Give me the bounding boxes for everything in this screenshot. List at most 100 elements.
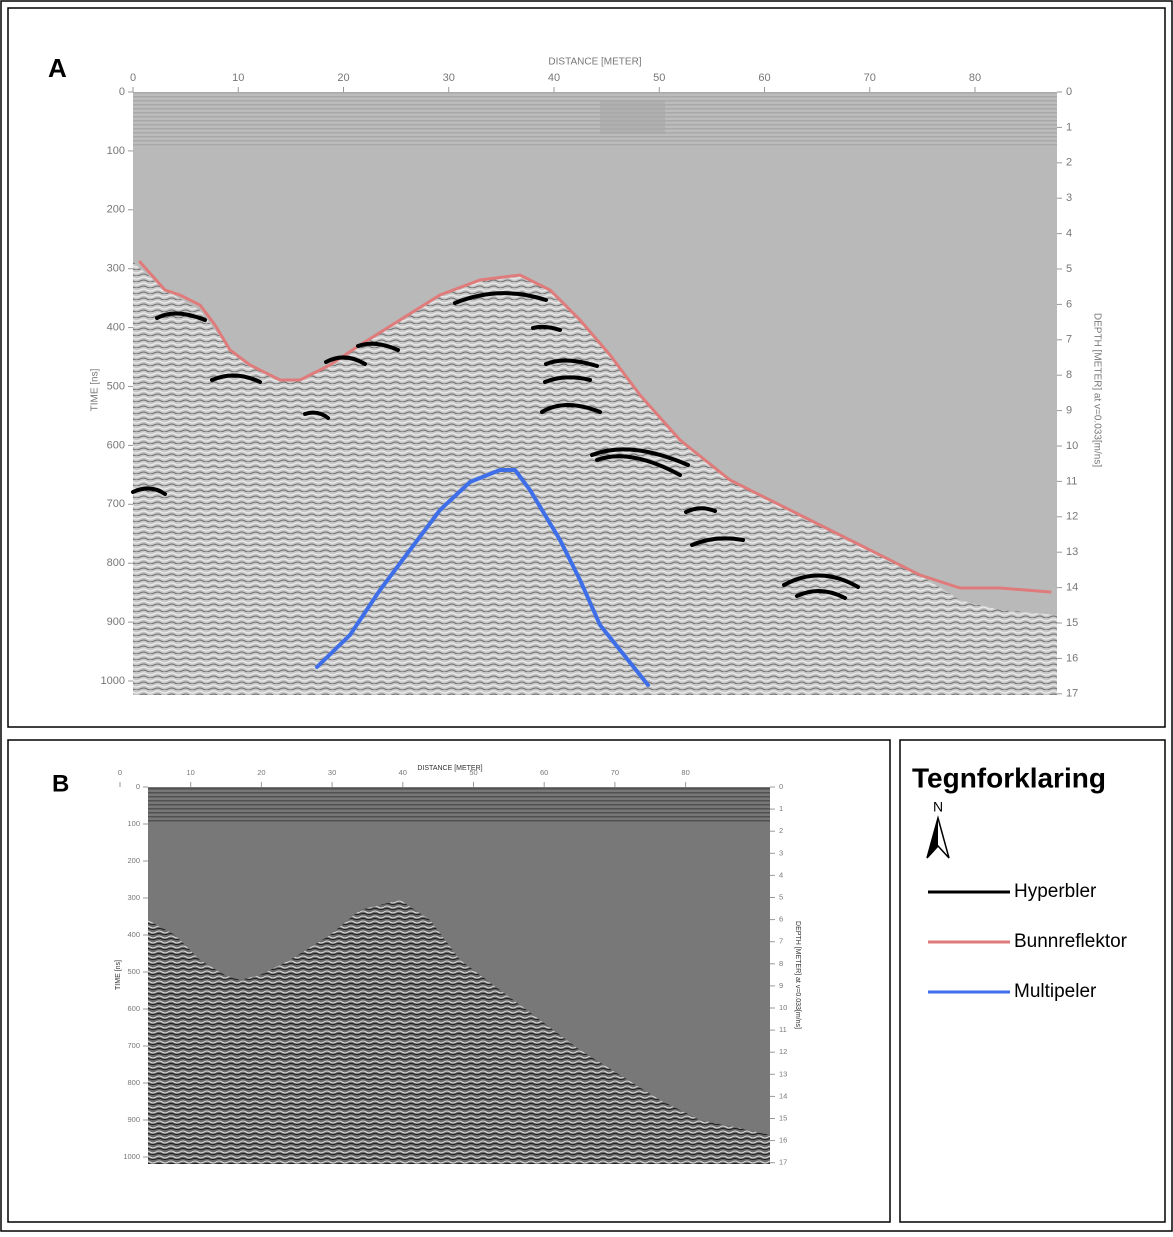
y-tick-label: 500: [107, 380, 125, 392]
y-tick-label: 400: [107, 322, 125, 334]
y2-tick-label: 1: [1066, 121, 1072, 133]
y-tick-label: 200: [107, 204, 125, 216]
north-arrow-fill: [927, 818, 938, 858]
interpretation: [131, 260, 1052, 687]
y2-tick-label: 0: [779, 782, 783, 791]
x-tick-label: 70: [611, 768, 619, 777]
y2-tick-label: 17: [1066, 688, 1078, 700]
x-tick-label: 40: [399, 768, 407, 777]
x-tick-label: 20: [257, 768, 265, 777]
y-tick-label: 1000: [123, 1152, 140, 1161]
x-tick-label: 70: [864, 72, 876, 84]
legend-label: Multipeler: [1014, 981, 1097, 1002]
y-tick-label: 300: [107, 263, 125, 275]
y2-tick-label: 16: [1066, 652, 1078, 664]
y-tick-label: 700: [127, 1041, 140, 1050]
y2-tick-label: 1: [779, 804, 783, 813]
y-tick-label: 900: [127, 1115, 140, 1124]
x-tick-label: 50: [469, 768, 477, 777]
radargram: [133, 92, 1057, 695]
y2-tick-label: 12: [779, 1047, 787, 1056]
y-axis-title: TIME [ns]: [90, 368, 101, 411]
north-label: N: [933, 799, 943, 815]
y2-tick-label: 3: [1066, 192, 1072, 204]
y-axis-title: TIME [ns]: [115, 960, 122, 990]
y-tick-label: 400: [127, 930, 140, 939]
x-tick-label: 0: [118, 768, 122, 777]
x-tick-label: 60: [540, 768, 548, 777]
x-tick-label: 60: [758, 72, 770, 84]
y2-tick-label: 5: [779, 892, 783, 901]
y-tick-label: 900: [107, 616, 125, 628]
y2-tick-label: 10: [1066, 440, 1078, 452]
y2-tick-label: 3: [779, 848, 783, 857]
y2-tick-label: 11: [779, 1025, 787, 1034]
radargram: [148, 787, 770, 1164]
y-tick-label: 600: [127, 1004, 140, 1013]
y2-tick-label: 2: [779, 826, 783, 835]
y2-tick-label: 7: [779, 937, 783, 946]
y2-tick-label: 8: [1066, 369, 1072, 381]
panel-frame: [7, 7, 1166, 728]
y2-tick-label: 5: [1066, 263, 1072, 275]
y-tick-label: 1000: [101, 675, 125, 687]
y-tick-label: 500: [127, 967, 140, 976]
y-tick-label: 100: [107, 145, 125, 157]
x-axis-title: DISTANCE [METER]: [548, 57, 641, 68]
bottom-reflector-line: [138, 260, 1052, 594]
y-tick-label: 0: [136, 782, 140, 791]
legend-title: Tegnforklaring: [912, 762, 1106, 793]
y2-tick-label: 12: [1066, 511, 1078, 523]
y-tick-label: 800: [127, 1078, 140, 1087]
y2-axis-title: DEPTH [METER] at v=0.033[m/ns]: [794, 921, 801, 1029]
y2-tick-label: 4: [779, 870, 783, 879]
panel-label: A: [48, 53, 67, 83]
x-tick-label: 30: [443, 72, 455, 84]
y2-tick-label: 4: [1066, 228, 1072, 240]
y-tick-label: 300: [127, 893, 140, 902]
panel-frame: [7, 739, 891, 1223]
panel-label: B: [52, 770, 69, 797]
y2-tick-label: 14: [779, 1091, 787, 1100]
x-tick-label: 0: [130, 72, 136, 84]
y2-tick-label: 8: [779, 959, 783, 968]
multiple-line: [315, 468, 650, 687]
x-tick-label: 80: [681, 768, 689, 777]
hyperbola-lines: [131, 291, 860, 600]
y2-tick-label: 7: [1066, 334, 1072, 346]
x-axis-title: DISTANCE [METER]: [417, 765, 482, 772]
x-tick-label: 50: [653, 72, 665, 84]
x-tick-label: 80: [969, 72, 981, 84]
x-tick-label: 40: [548, 72, 560, 84]
y2-tick-label: 9: [779, 981, 783, 990]
y2-tick-label: 15: [779, 1113, 787, 1122]
y2-tick-label: 13: [1066, 546, 1078, 558]
y-tick-label: 200: [127, 856, 140, 865]
legend-frame: [899, 739, 1166, 1223]
y-tick-label: 0: [119, 86, 125, 98]
y2-axis-title: DEPTH [METER] at v=0.033[m/ns]: [1091, 313, 1102, 467]
y-tick-label: 800: [107, 557, 125, 569]
y-tick-label: 700: [107, 498, 125, 510]
y2-tick-label: 15: [1066, 617, 1078, 629]
legend-label: Hyperbler: [1014, 881, 1097, 902]
x-tick-label: 10: [187, 768, 195, 777]
legend: Hyperbler Bunnreflektor Multipeler: [928, 881, 1128, 1002]
y2-tick-label: 16: [779, 1136, 787, 1145]
x-tick-label: 10: [232, 72, 244, 84]
y2-tick-label: 14: [1066, 582, 1078, 594]
y2-tick-label: 10: [779, 1003, 787, 1012]
x-tick-label: 30: [328, 768, 336, 777]
y2-tick-label: 2: [1066, 157, 1072, 169]
y2-tick-label: 9: [1066, 405, 1072, 417]
y2-tick-label: 13: [779, 1069, 787, 1078]
y2-tick-label: 11: [1066, 475, 1077, 487]
y2-tick-label: 6: [1066, 298, 1072, 310]
y2-tick-label: 0: [1066, 86, 1072, 98]
y2-tick-label: 17: [779, 1158, 787, 1167]
y-tick-label: 100: [127, 819, 140, 828]
x-tick-label: 20: [337, 72, 349, 84]
